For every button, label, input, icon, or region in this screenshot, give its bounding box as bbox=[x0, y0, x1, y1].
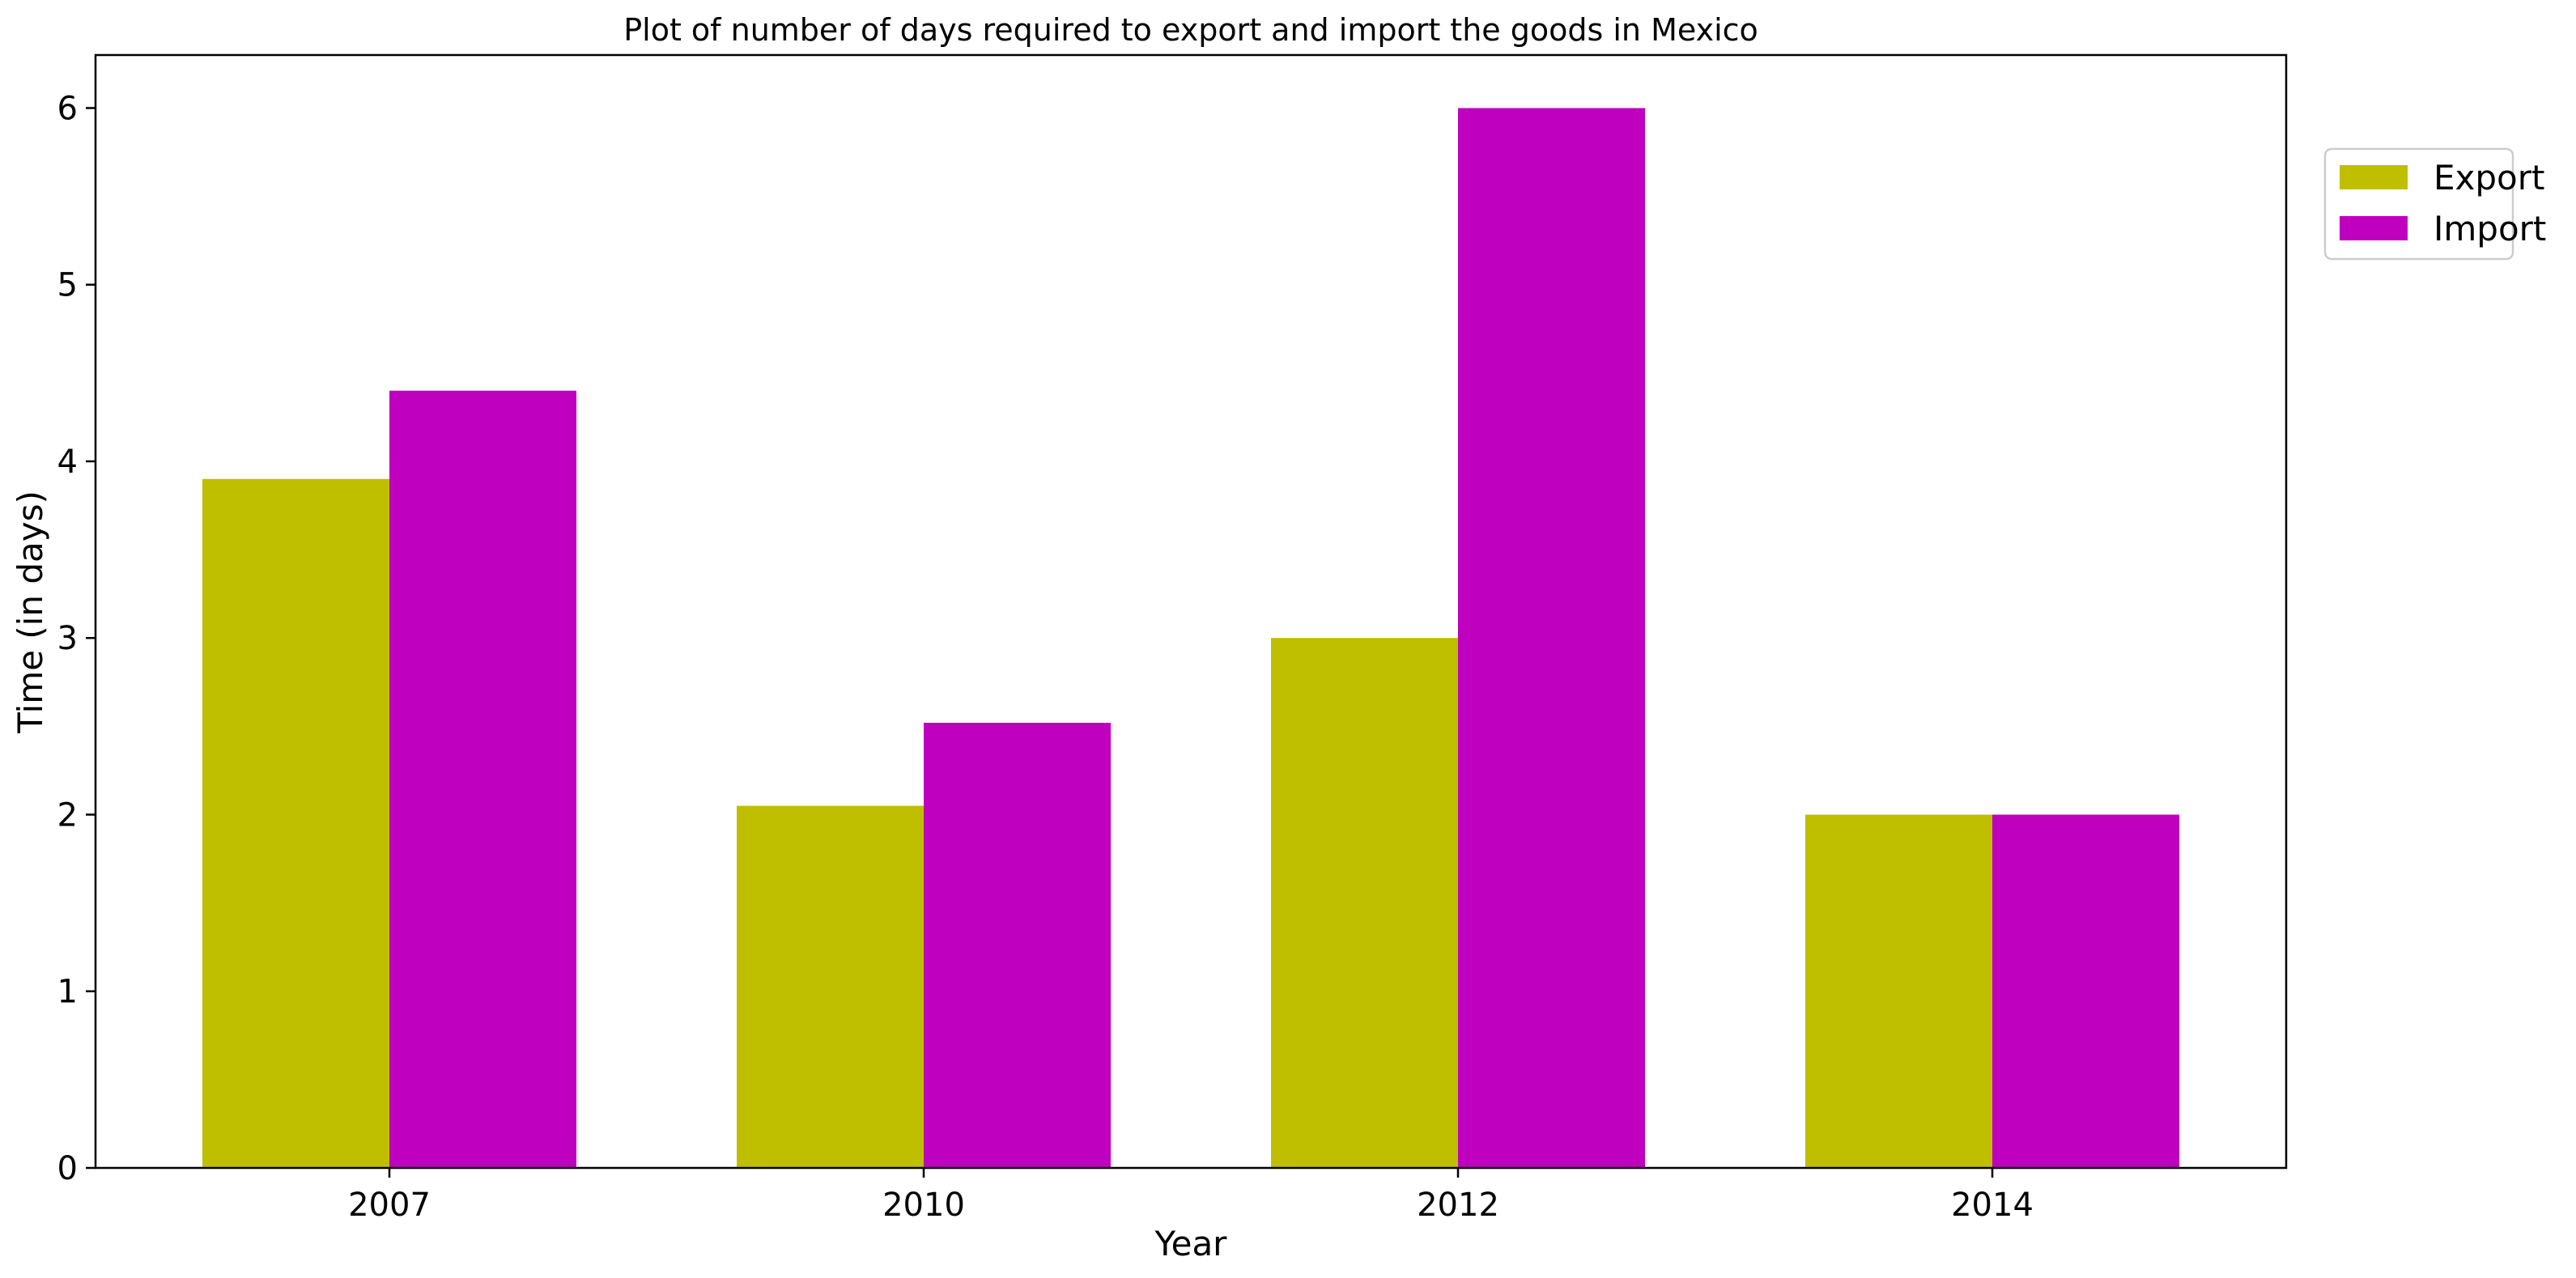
bar-export-2014 bbox=[1805, 814, 1992, 1168]
bar-export-2010 bbox=[737, 805, 924, 1168]
y-tick-label: 5 bbox=[57, 267, 78, 304]
y-tick-label: 3 bbox=[57, 620, 78, 657]
x-tick-label: 2014 bbox=[1951, 1187, 2034, 1224]
legend-swatch-export bbox=[2340, 165, 2408, 189]
y-tick-label: 4 bbox=[57, 444, 78, 481]
bar-import-2012 bbox=[1458, 108, 1645, 1168]
y-tick-label: 0 bbox=[57, 1150, 78, 1187]
x-tick-label: 2010 bbox=[882, 1187, 965, 1224]
y-axis: 0 1 2 3 4 5 6 bbox=[57, 90, 96, 1187]
x-tick-label: 2012 bbox=[1417, 1187, 1499, 1224]
legend-label-export: Export bbox=[2434, 158, 2544, 197]
chart-title: Plot of number of days required to expor… bbox=[623, 12, 1758, 48]
x-tick-label: 2007 bbox=[348, 1187, 431, 1224]
legend-label-import: Import bbox=[2434, 209, 2546, 248]
legend: Export Import bbox=[2323, 147, 2546, 261]
y-tick-label: 6 bbox=[57, 90, 78, 127]
bar-import-2010 bbox=[924, 723, 1111, 1168]
x-axis: 2007 2010 2012 2014 bbox=[348, 1168, 2034, 1224]
bar-export-2012 bbox=[1271, 638, 1458, 1168]
x-axis-label: Year bbox=[1154, 1224, 1228, 1263]
legend-swatch-import bbox=[2340, 216, 2408, 240]
y-tick-label: 2 bbox=[57, 796, 78, 834]
bar-import-2007 bbox=[389, 390, 576, 1168]
bar-import-2014 bbox=[1992, 814, 2179, 1168]
bar-export-2007 bbox=[202, 478, 389, 1168]
y-axis-label: Time (in days) bbox=[11, 490, 50, 734]
plot-area-frame bbox=[94, 53, 2288, 1170]
y-tick-label: 1 bbox=[57, 974, 78, 1011]
bars-layer bbox=[202, 108, 2179, 1168]
